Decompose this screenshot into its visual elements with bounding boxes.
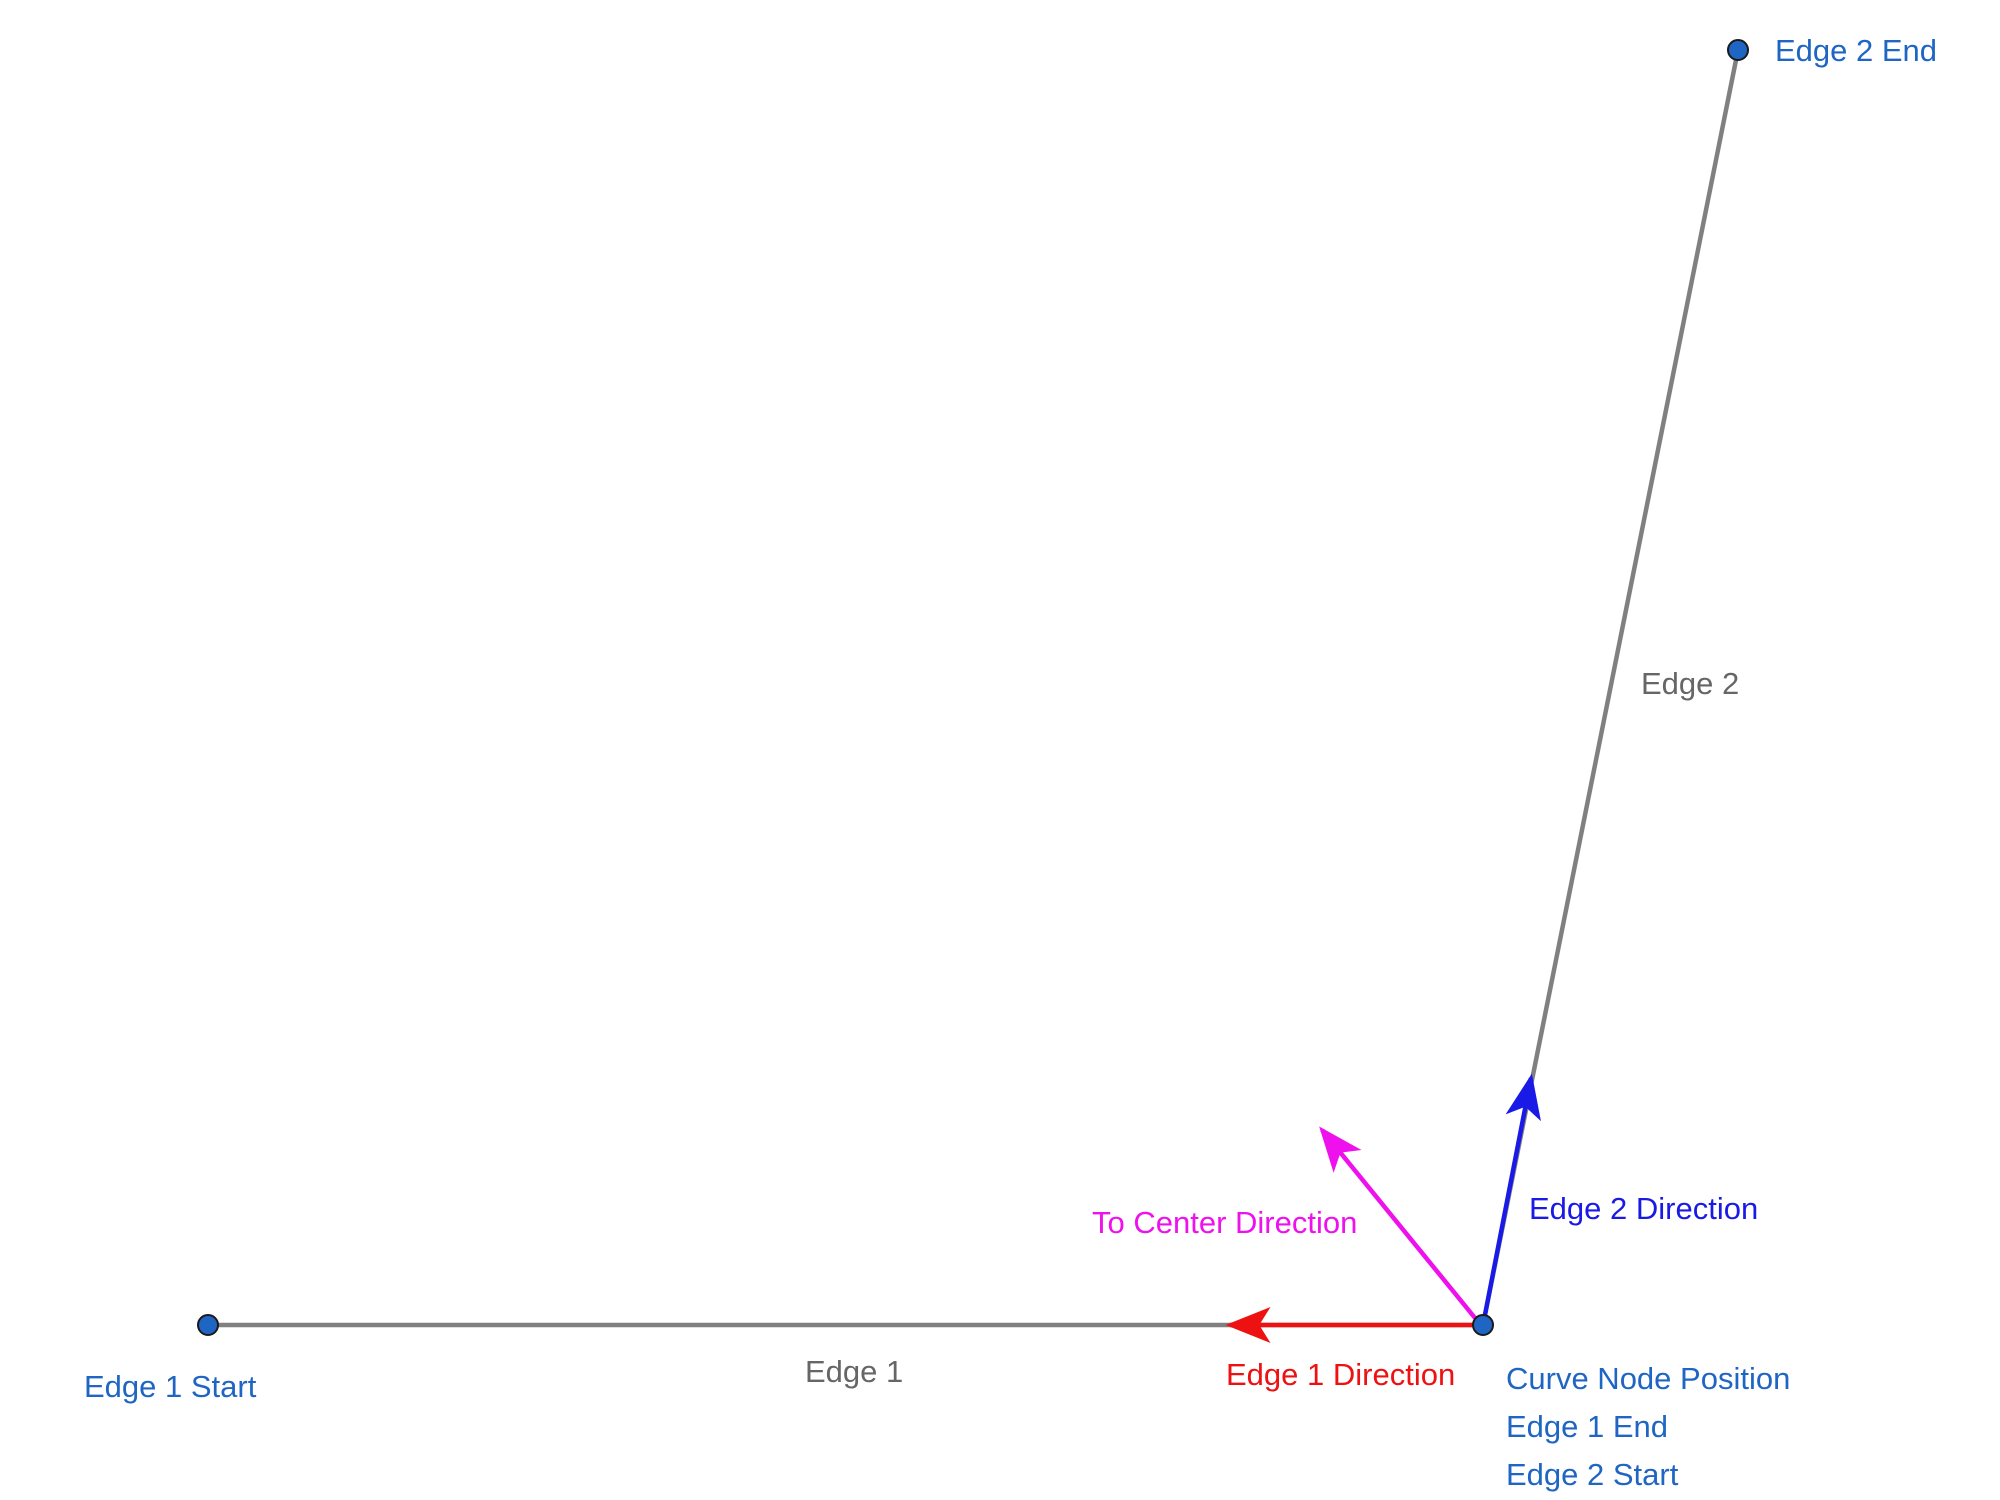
edge-1-direction-label: Edge 1 Direction (1226, 1357, 1455, 1392)
edge-2-direction-arrow (1480, 1073, 1541, 1326)
edge-1-end-label: Edge 1 End (1506, 1409, 1668, 1444)
edge-2-start-label: Edge 2 Start (1506, 1457, 1679, 1492)
to-center-direction-arrow (1319, 1126, 1477, 1320)
edge-2-end-label: Edge 2 End (1775, 33, 1937, 68)
edge-2-end-point[interactable] (1727, 39, 1749, 61)
edge-2-direction-label: Edge 2 Direction (1529, 1191, 1758, 1226)
edge-1-start-point[interactable] (197, 1314, 219, 1336)
curve-node-position-label: Curve Node Position (1506, 1361, 1790, 1396)
curve-node-point[interactable] (1472, 1314, 1494, 1336)
to-center-direction-label: To Center Direction (1092, 1205, 1357, 1240)
edge-1-start-label: Edge 1 Start (84, 1369, 257, 1404)
edge-1-label: Edge 1 (805, 1354, 903, 1389)
edge-2-label: Edge 2 (1641, 666, 1739, 701)
